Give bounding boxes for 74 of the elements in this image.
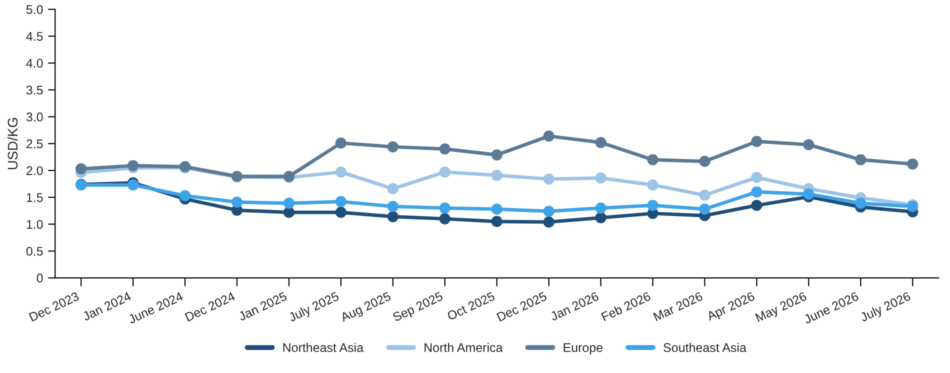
x-tick-label: Jan 2026 [550,292,600,322]
point [335,138,346,149]
point [647,179,658,191]
point [439,202,450,214]
y-axis-title: USD/KG [7,118,18,170]
point [907,158,918,170]
legend-label: Northeast Asia [283,342,364,352]
y-tick-label: 4.5 [26,32,43,41]
point [543,174,554,185]
x-tick-label: Oct 2025 [446,292,496,321]
x-tick-label: Feb 2026 [600,291,652,322]
point [647,154,658,166]
x-tick-label: Dec 2024 [184,292,236,322]
y-tick-label: 2.5 [26,139,43,148]
y-tick-label: 0.5 [26,246,43,256]
y-tick-label: 1.5 [26,193,43,202]
point [439,143,450,155]
point [751,200,762,211]
point [335,196,346,208]
x-tick-label: Apr 2026 [706,292,756,324]
x-tick-label: Sep 2025 [392,292,444,324]
point [855,198,866,209]
point [647,200,658,211]
point [179,190,191,202]
point [803,139,814,150]
point [231,196,243,208]
point [128,179,139,191]
point [595,212,606,224]
y-tick-label: 0 [36,274,43,283]
point [595,202,606,214]
point [543,206,554,217]
x-tick-label: July 2025 [288,291,340,324]
point [595,172,606,184]
point [387,141,398,152]
point [283,198,295,209]
point [543,216,554,228]
point [751,136,762,148]
legend-label: North America [424,342,503,352]
point [76,163,87,174]
point [595,136,606,148]
point [387,200,398,212]
x-tick-label: Jan 2025 [238,292,288,322]
x-tick-label: July 2026 [859,291,912,324]
point [335,206,346,218]
y-tick-label: 1.0 [26,220,43,229]
x-tick-label: Aug 2025 [340,292,392,324]
point [855,154,866,166]
y-tick-label: 4.0 [26,58,43,68]
point [543,130,554,142]
point [751,186,762,198]
point [803,188,814,200]
point [699,204,710,215]
x-tick-label: Mar 2026 [653,292,704,322]
point [491,170,502,181]
point [699,156,710,167]
point [491,216,502,228]
y-tick-label: 3.0 [26,112,43,122]
point [491,149,502,160]
y-tick-label: 5.0 [26,5,43,14]
point [491,204,502,215]
point [751,172,762,183]
point [439,166,450,178]
point [699,190,710,201]
y-tick-label: 2.0 [26,166,43,176]
point [439,213,450,224]
point [335,166,346,178]
x-tick-label: Dec 2023 [28,292,80,322]
point [387,211,398,222]
legend-label: Europe [564,343,602,354]
y-tick-label: 3.5 [26,86,43,95]
point [283,206,295,218]
legend-label: Southeast Asia [664,342,746,352]
x-tick-label: Dec 2025 [496,292,548,322]
point [387,183,398,194]
